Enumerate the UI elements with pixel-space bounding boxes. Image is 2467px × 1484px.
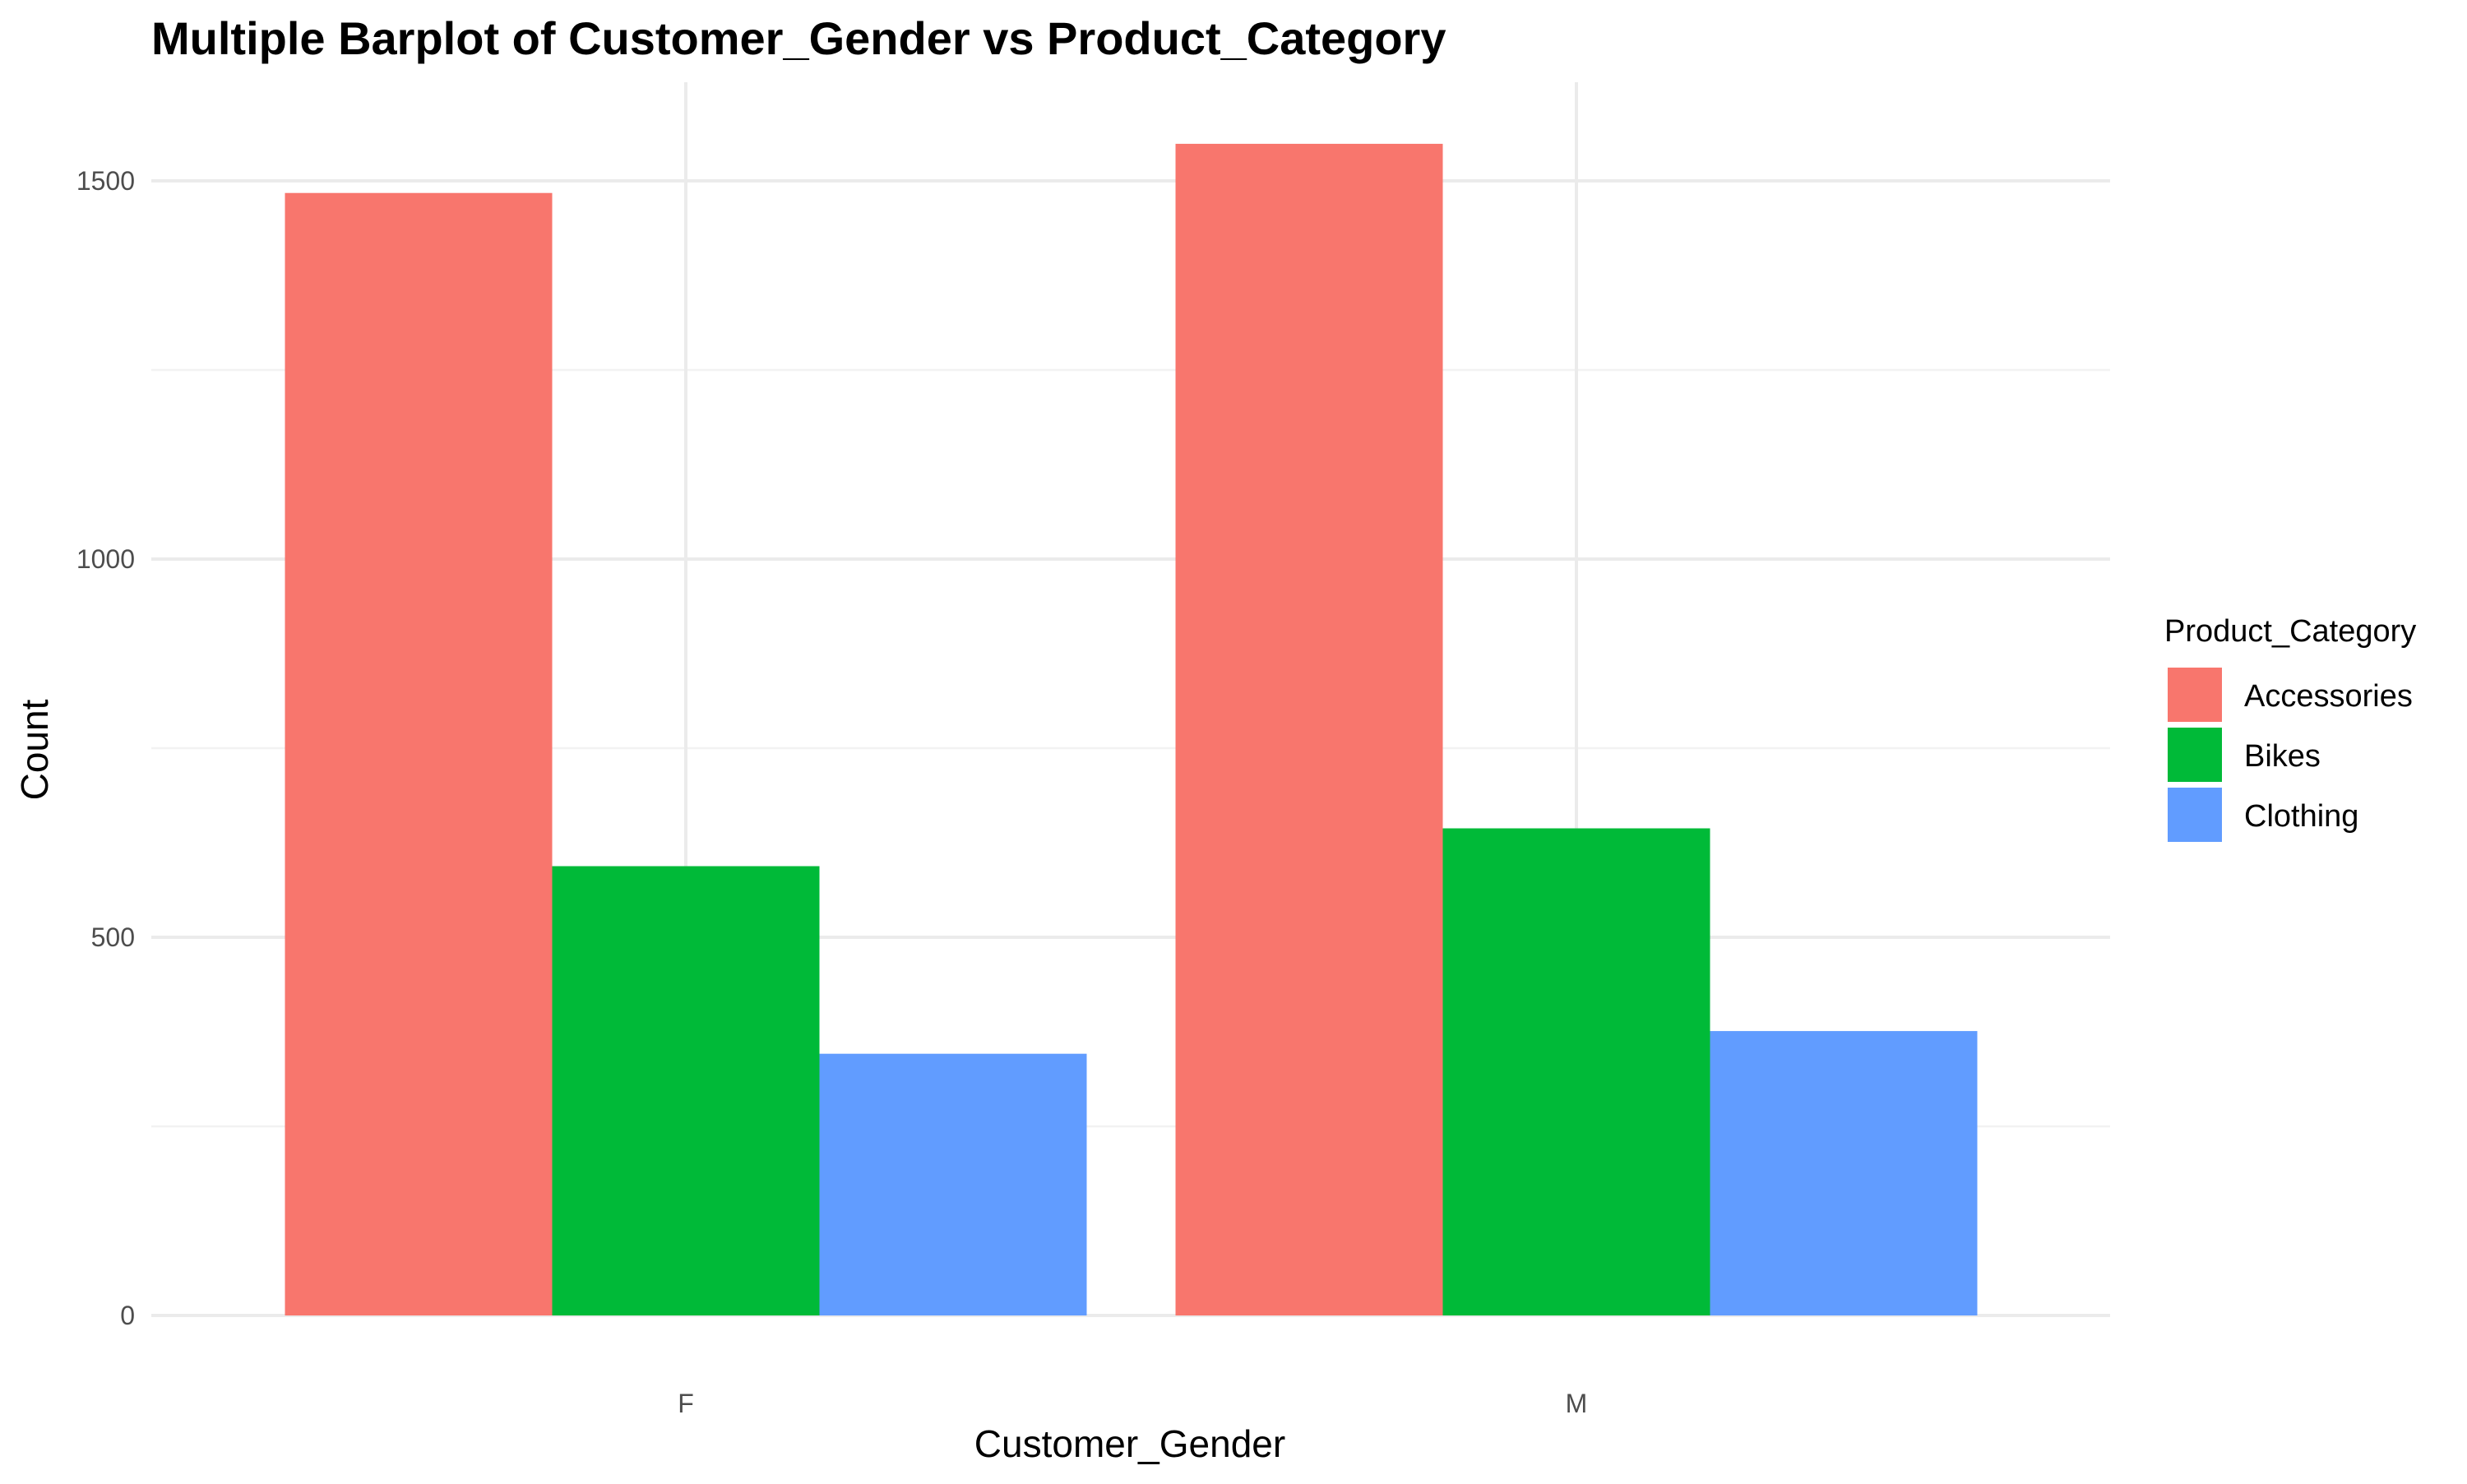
bar-accessories-m bbox=[1175, 143, 1443, 1315]
legend-label-accessories: Accessories bbox=[2244, 679, 2413, 714]
legend-swatch-clothing bbox=[2168, 788, 2222, 842]
legend-title: Product_Category bbox=[2164, 614, 2416, 649]
y-tick-label: 1500 bbox=[76, 166, 135, 196]
legend-swatch-bikes bbox=[2168, 728, 2222, 782]
bar-layer bbox=[285, 143, 1978, 1316]
y-tick-label: 0 bbox=[120, 1301, 135, 1330]
legend: Product_Category Accessories Bikes Clothin… bbox=[2164, 614, 2416, 842]
y-tick-label: 1000 bbox=[76, 544, 135, 574]
bar-accessories-f bbox=[285, 192, 553, 1316]
bar-clothing-m bbox=[1710, 1031, 1978, 1315]
x-axis-title: Customer_Gender bbox=[974, 1422, 1285, 1465]
legend-items: Accessories Bikes Clothing bbox=[2168, 668, 2413, 842]
bar-clothing-f bbox=[819, 1053, 1087, 1315]
legend-swatch-accessories bbox=[2168, 668, 2222, 722]
bar-bikes-f bbox=[552, 866, 820, 1315]
legend-label-clothing: Clothing bbox=[2244, 799, 2358, 834]
chart-title: Multiple Barplot of Customer_Gender vs P… bbox=[151, 12, 1446, 64]
bar-bikes-m bbox=[1442, 828, 1710, 1315]
y-axis-title: Count bbox=[13, 699, 56, 800]
x-tick-label: F bbox=[678, 1389, 694, 1418]
y-tick-label: 500 bbox=[91, 922, 135, 952]
axis-layer: 0 500 1000 1500 F M bbox=[76, 166, 1588, 1418]
x-tick-label: M bbox=[1566, 1389, 1588, 1418]
legend-label-bikes: Bikes bbox=[2244, 739, 2321, 774]
